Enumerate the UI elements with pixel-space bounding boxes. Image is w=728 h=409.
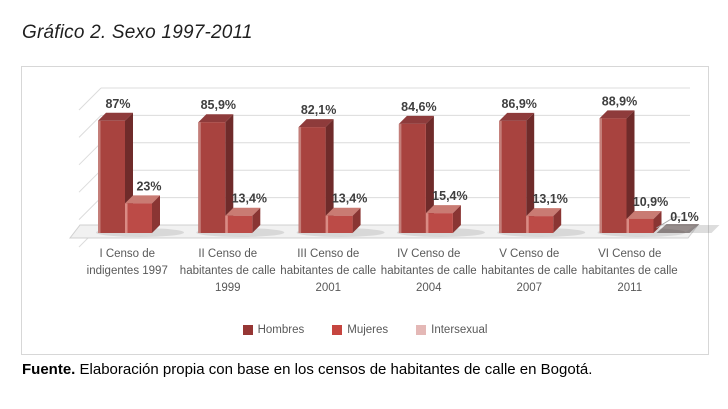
- data-label-intersexual-5: 0,1%: [670, 210, 699, 224]
- data-label-hombres-3: 84,6%: [401, 100, 436, 114]
- bar-hombres-4: [499, 112, 535, 233]
- data-label-hombres-5: 88,9%: [602, 94, 637, 108]
- category-label: III Censo de habitantes de calle 2001: [280, 248, 377, 294]
- chart-legend: Hombres Mujeres Intersexual: [22, 324, 708, 336]
- bar-mujeres-5: [626, 210, 662, 233]
- bar-hombres-0: [98, 112, 133, 233]
- legend-swatch-intersexual-icon: [416, 325, 427, 335]
- bar-hombres-1: [198, 114, 234, 233]
- data-label-hombres-0: 87%: [105, 97, 130, 111]
- legend-label: Intersexual: [431, 324, 488, 336]
- source-note-label: Fuente.: [22, 361, 76, 378]
- page-title: Gráfico 2. Sexo 1997-2011: [22, 22, 253, 43]
- category-label: IV Censo de habitantes de calle 2004: [380, 248, 477, 294]
- bar-mujeres-3: [425, 205, 461, 233]
- category-axis: I Censo de indigentes 1997 II Censo de h…: [77, 246, 681, 297]
- bar-hombres-2: [298, 119, 334, 233]
- data-label-hombres-2: 82,1%: [301, 103, 336, 117]
- data-label-mujeres-2: 13,4%: [332, 192, 367, 206]
- bar-hombres-3: [398, 115, 434, 233]
- leader-line: [656, 216, 681, 229]
- chart-area: 87% 23% 85,9% 13,4% 82,1% 13,4% 84,6% 15,4% 86,9…: [21, 66, 720, 355]
- legend-label: Hombres: [257, 324, 305, 336]
- bar-hombres-5: [599, 110, 635, 233]
- bar-mujeres-4: [526, 208, 562, 233]
- bar-intersexual-5: [656, 224, 700, 233]
- source-note-text: Elaboración propia con base en los censo…: [75, 361, 593, 378]
- source-note: Fuente. Elaboración propia con base en l…: [22, 361, 592, 378]
- bar-mujeres-2: [325, 207, 361, 233]
- legend-item-intersexual: Intersexual: [416, 324, 487, 336]
- category-label: V Censo de habitantes de calle 2007: [481, 248, 578, 294]
- data-label-hombres-1: 85,9%: [201, 98, 236, 112]
- data-label-mujeres-0: 23%: [136, 179, 161, 193]
- legend-label: Mujeres: [347, 324, 389, 336]
- category-label: II Censo de habitantes de calle 1999: [179, 248, 276, 294]
- category-label: I Censo de indigentes 1997: [86, 248, 168, 277]
- data-label-mujeres-1: 13,4%: [232, 192, 267, 206]
- bar-mujeres-0: [125, 195, 160, 233]
- legend-swatch-mujeres-icon: [332, 325, 343, 335]
- data-label-mujeres-3: 15,4%: [432, 189, 467, 203]
- data-label-mujeres-4: 13,1%: [532, 192, 567, 206]
- category-label: VI Censo de habitantes de calle 2011: [581, 248, 678, 294]
- legend-item-mujeres: Mujeres: [332, 324, 388, 336]
- bar-mujeres-1: [225, 207, 261, 233]
- data-label-hombres-4: 86,9%: [501, 97, 536, 111]
- legend-item-hombres: Hombres: [242, 324, 305, 336]
- legend-swatch-hombres-icon: [242, 325, 253, 335]
- data-label-mujeres-5: 10,9%: [633, 195, 668, 209]
- bar-chart-canvas: 87% 23% 85,9% 13,4% 82,1% 13,4% 84,6% 15,4% 86,9…: [68, 87, 720, 248]
